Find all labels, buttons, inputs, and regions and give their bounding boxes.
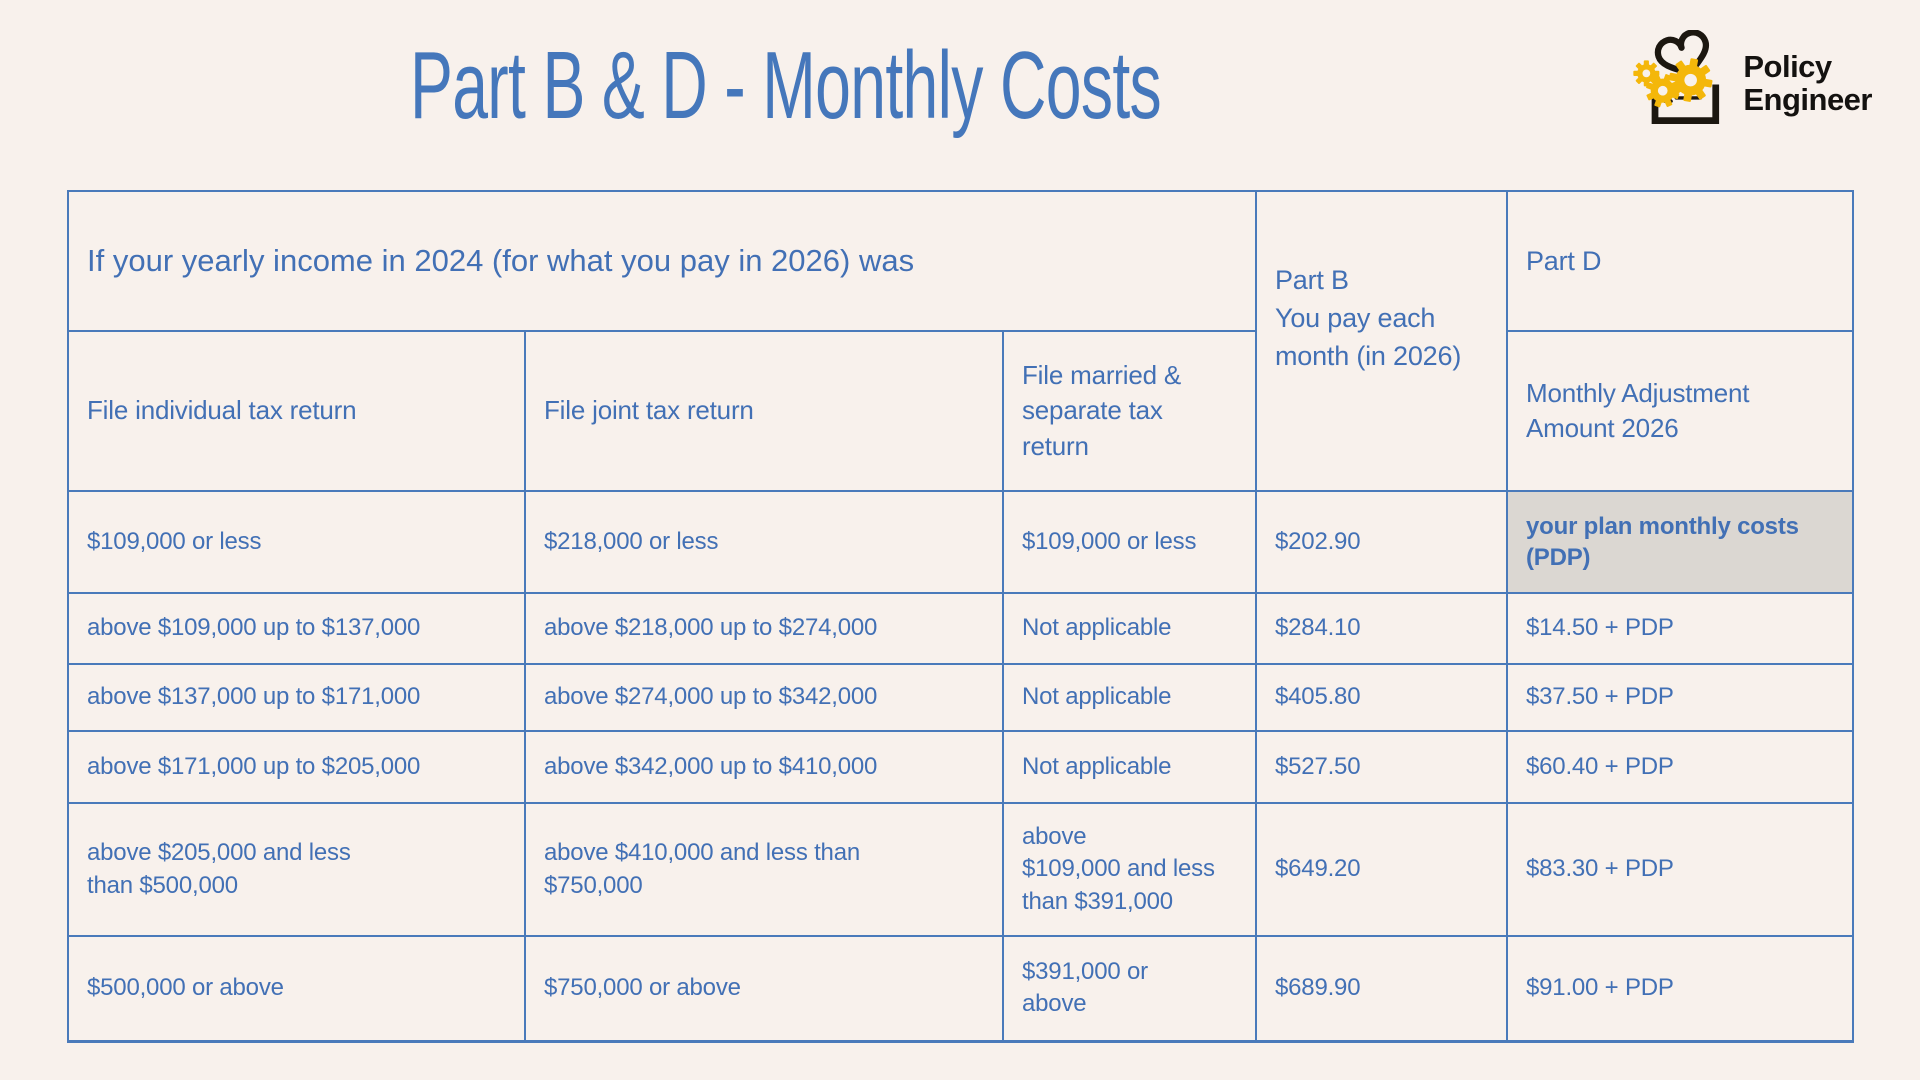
part-d-cost-line1: your plan monthly costs	[1526, 512, 1799, 540]
part-d-cost-cell: $83.30 + PDP	[1506, 802, 1854, 937]
part-d-cost-cell: $91.00 + PDP	[1506, 935, 1854, 1042]
part-b-header-cell: Part B You pay each month (in 2026)	[1255, 190, 1508, 492]
part-b-cost-cell: $689.90	[1255, 935, 1508, 1042]
header: Part B & D - Monthly Costs	[0, 38, 1570, 134]
part-d-subtitle-cell: Monthly Adjustment Amount 2026	[1506, 330, 1854, 492]
income-joint-cell: $218,000 or less	[524, 490, 1004, 594]
income-joint-cell: above $274,000 up to $342,000	[524, 663, 1004, 732]
part-b-title: Part B	[1275, 265, 1349, 296]
column-header-married: File married & separate tax return	[1002, 330, 1257, 492]
table-row: $109,000 or less $218,000 or less $109,0…	[67, 490, 1854, 594]
part-d-cost-cell: $37.50 + PDP	[1506, 663, 1854, 732]
part-d-cost-cell: $60.40 + PDP	[1506, 730, 1854, 804]
costs-table: If your yearly income in 2024 (for what …	[67, 190, 1854, 1043]
income-individual-cell: above $205,000 and less than $500,000	[67, 802, 526, 937]
income-married-cell: Not applicable	[1002, 730, 1257, 804]
income-joint-cell: above $342,000 up to $410,000	[524, 730, 1004, 804]
logo-text-line1: Policy	[1743, 48, 1832, 84]
income-individual-cell: $500,000 or above	[67, 935, 526, 1042]
logo-wordmark: Policy Engineer	[1743, 48, 1872, 117]
part-b-cost-cell: $405.80	[1255, 663, 1508, 732]
income-joint-cell: above $218,000 up to $274,000	[524, 592, 1004, 665]
table-row: above $137,000 up to $171,000 above $274…	[67, 663, 1854, 732]
part-b-cost-cell: $284.10	[1255, 592, 1508, 665]
income-joint-cell: $750,000 or above	[524, 935, 1004, 1042]
brand-logo: Policy Engineer	[1629, 30, 1872, 136]
income-individual-cell: $109,000 or less	[67, 490, 526, 594]
income-individual-cell: above $171,000 up to $205,000	[67, 730, 526, 804]
income-married-cell: Not applicable	[1002, 592, 1257, 665]
part-d-cost-line2: (PDP)	[1526, 544, 1591, 571]
table-row: above $171,000 up to $205,000 above $342…	[67, 730, 1854, 804]
page-title: Part B & D - Monthly Costs	[409, 32, 1161, 139]
part-b-cost-cell: $527.50	[1255, 730, 1508, 804]
income-individual-cell: above $137,000 up to $171,000	[67, 663, 526, 732]
column-header-joint: File joint tax return	[524, 330, 1004, 492]
part-d-cost-cell: $14.50 + PDP	[1506, 592, 1854, 665]
part-b-subtitle: You pay each month (in 2026)	[1275, 303, 1462, 371]
income-individual-cell: above $109,000 up to $137,000	[67, 592, 526, 665]
table-row: $500,000 or above $750,000 or above $391…	[67, 935, 1854, 1042]
income-married-cell: Not applicable	[1002, 663, 1257, 732]
income-joint-cell: above $410,000 and less than $750,000	[524, 802, 1004, 937]
income-married-cell: above $109,000 and less than $391,000	[1002, 802, 1257, 937]
logo-text-line2: Engineer	[1743, 82, 1872, 117]
part-b-cost-cell: $202.90	[1255, 490, 1508, 594]
column-header-individual: File individual tax return	[67, 330, 526, 492]
table-row: above $109,000 up to $137,000 above $218…	[67, 592, 1854, 665]
income-married-cell: $109,000 or less	[1002, 490, 1257, 594]
income-married-cell: $391,000 or above	[1002, 935, 1257, 1042]
table-row: above $205,000 and less than $500,000 ab…	[67, 802, 1854, 937]
part-d-cost-cell-highlighted: your plan monthly costs (PDP)	[1506, 490, 1854, 594]
income-header-cell: If your yearly income in 2024 (for what …	[67, 190, 1257, 332]
part-d-header-cell: Part D	[1506, 190, 1854, 332]
part-b-cost-cell: $649.20	[1255, 802, 1508, 937]
heart-gears-box-icon	[1633, 30, 1720, 124]
